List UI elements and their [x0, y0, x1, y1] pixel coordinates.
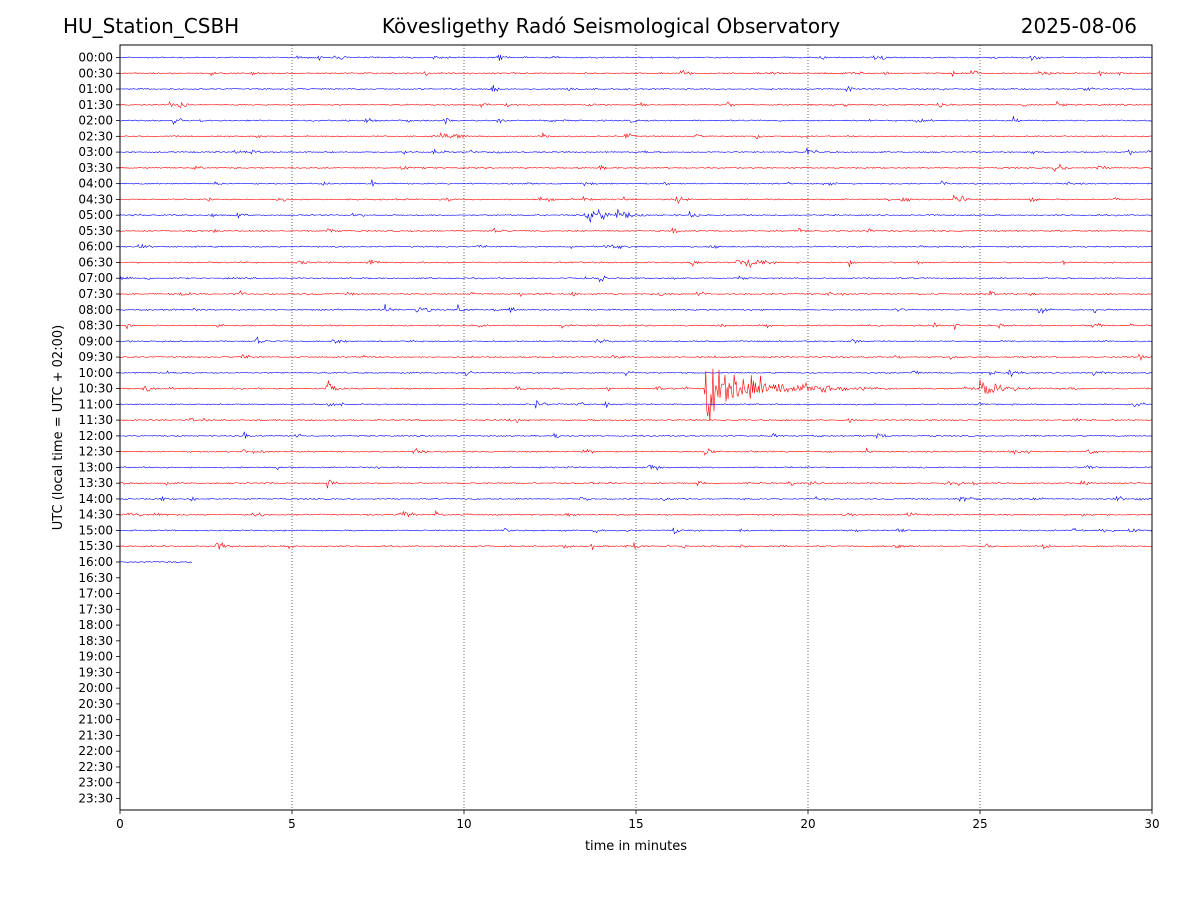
trace-0200 — [119, 116, 1153, 126]
trace-1230 — [119, 447, 1153, 456]
y-tick-label-1300: 13:00 — [78, 460, 113, 474]
y-tick-label-1830: 18:30 — [78, 634, 113, 648]
y-tick-label-1130: 11:30 — [78, 413, 113, 427]
y-tick-label-0100: 01:00 — [78, 82, 113, 96]
y-tick-label-0400: 04:00 — [78, 177, 113, 191]
y-tick-label-1630: 16:30 — [78, 571, 113, 585]
y-tick-label-0600: 06:00 — [78, 240, 113, 254]
y-tick-label-1530: 15:30 — [78, 539, 113, 553]
x-tick-label-30: 30 — [1144, 817, 1159, 831]
y-tick-label-0930: 09:30 — [78, 350, 113, 364]
y-tick-label-2200: 22:00 — [78, 744, 113, 758]
trace-0130 — [119, 100, 1153, 109]
trace-0400 — [119, 179, 1153, 188]
trace-0730 — [119, 290, 1153, 297]
trace-1500 — [119, 527, 1153, 535]
y-tick-label-1100: 11:00 — [78, 397, 113, 411]
trace-1130 — [119, 417, 1152, 423]
y-tick-label-2330: 23:30 — [78, 792, 113, 806]
trace-0600 — [119, 243, 1153, 250]
x-tick-label-0: 0 — [116, 817, 124, 831]
trace-0430 — [119, 194, 1153, 204]
y-tick-label-0130: 01:30 — [78, 98, 113, 112]
trace-1030 — [119, 368, 1153, 422]
y-tick-label-1400: 14:00 — [78, 492, 113, 506]
y-tick-label-0530: 05:30 — [78, 224, 113, 238]
trace-1530 — [119, 541, 1153, 551]
y-tick-label-1200: 12:00 — [78, 429, 113, 443]
trace-0500 — [119, 208, 1153, 224]
y-tick-label-0330: 03:30 — [78, 161, 113, 175]
y-tick-label-1230: 12:30 — [78, 445, 113, 459]
y-tick-label-0200: 02:00 — [78, 114, 113, 128]
y-tick-label-2000: 20:00 — [78, 681, 113, 695]
trace-0900 — [119, 336, 1153, 344]
y-tick-label-0000: 00:00 — [78, 51, 113, 65]
x-tick-label-15: 15 — [628, 817, 643, 831]
trace-1330 — [119, 479, 1153, 489]
x-axis-label: time in minutes — [585, 839, 687, 854]
trace-1600 — [119, 561, 192, 563]
trace-1100 — [119, 399, 1153, 409]
x-tick-label-25: 25 — [972, 817, 987, 831]
y-tick-label-2130: 21:30 — [78, 728, 113, 742]
y-tick-label-0900: 09:00 — [78, 334, 113, 348]
x-tick-label-10: 10 — [456, 817, 471, 831]
y-tick-label-0230: 02:30 — [78, 129, 113, 143]
y-tick-label-1900: 19:00 — [78, 650, 113, 664]
y-tick-label-1000: 10:00 — [78, 366, 113, 380]
y-tick-label-0700: 07:00 — [78, 271, 113, 285]
station-name: HU_Station_CSBH — [63, 14, 240, 38]
y-tick-label-1730: 17:30 — [78, 602, 113, 616]
y-tick-label-1930: 19:30 — [78, 665, 113, 679]
y-tick-label-1800: 18:00 — [78, 618, 113, 632]
trace-0330 — [119, 163, 1153, 173]
plot-area — [120, 45, 1152, 810]
y-tick-label-0730: 07:30 — [78, 287, 113, 301]
trace-0030 — [120, 69, 1153, 77]
x-tick-label-20: 20 — [800, 817, 815, 831]
y-tick-label-1500: 15:00 — [78, 523, 113, 537]
trace-0830 — [119, 322, 1152, 330]
y-tick-label-1700: 17:00 — [78, 587, 113, 601]
y-tick-label-2100: 21:00 — [78, 713, 113, 727]
y-tick-label-0430: 04:30 — [78, 192, 113, 206]
trace-1430 — [119, 510, 1153, 518]
y-tick-label-0500: 05:00 — [78, 208, 113, 222]
y-tick-label-0630: 06:30 — [78, 255, 113, 269]
y-tick-label-2030: 20:30 — [78, 697, 113, 711]
trace-0530 — [119, 227, 1153, 234]
trace-1400 — [119, 495, 1153, 503]
trace-0300 — [120, 147, 1153, 156]
y-tick-label-2300: 23:00 — [78, 776, 113, 790]
trace-1000 — [119, 369, 1152, 378]
trace-0100 — [120, 85, 1153, 93]
trace-1200 — [119, 431, 1153, 439]
trace-0230 — [119, 131, 1153, 140]
x-tick-label-5: 5 — [288, 817, 296, 831]
y-tick-label-1030: 10:30 — [78, 382, 113, 396]
trace-0000 — [119, 54, 1153, 62]
y-tick-label-0830: 08:30 — [78, 319, 113, 333]
trace-0700 — [119, 275, 1153, 283]
trace-0630 — [119, 258, 1153, 269]
y-tick-label-1600: 16:00 — [78, 555, 113, 569]
y-tick-label-2230: 22:30 — [78, 760, 113, 774]
y-tick-label-1430: 14:30 — [78, 508, 113, 522]
trace-0930 — [119, 353, 1153, 362]
y-axis-label: UTC (local time = UTC + 02:00) — [51, 325, 66, 530]
record-date: 2025-08-06 — [1020, 14, 1137, 38]
y-tick-label-0300: 03:00 — [78, 145, 113, 159]
trace-0800 — [119, 304, 1153, 315]
chart-title: Kövesligethy Radó Seismological Observat… — [381, 14, 841, 38]
y-tick-label-0030: 00:30 — [78, 66, 113, 80]
y-tick-label-1330: 13:30 — [78, 476, 113, 490]
y-tick-label-0800: 08:00 — [78, 303, 113, 317]
trace-1300 — [119, 464, 1153, 471]
